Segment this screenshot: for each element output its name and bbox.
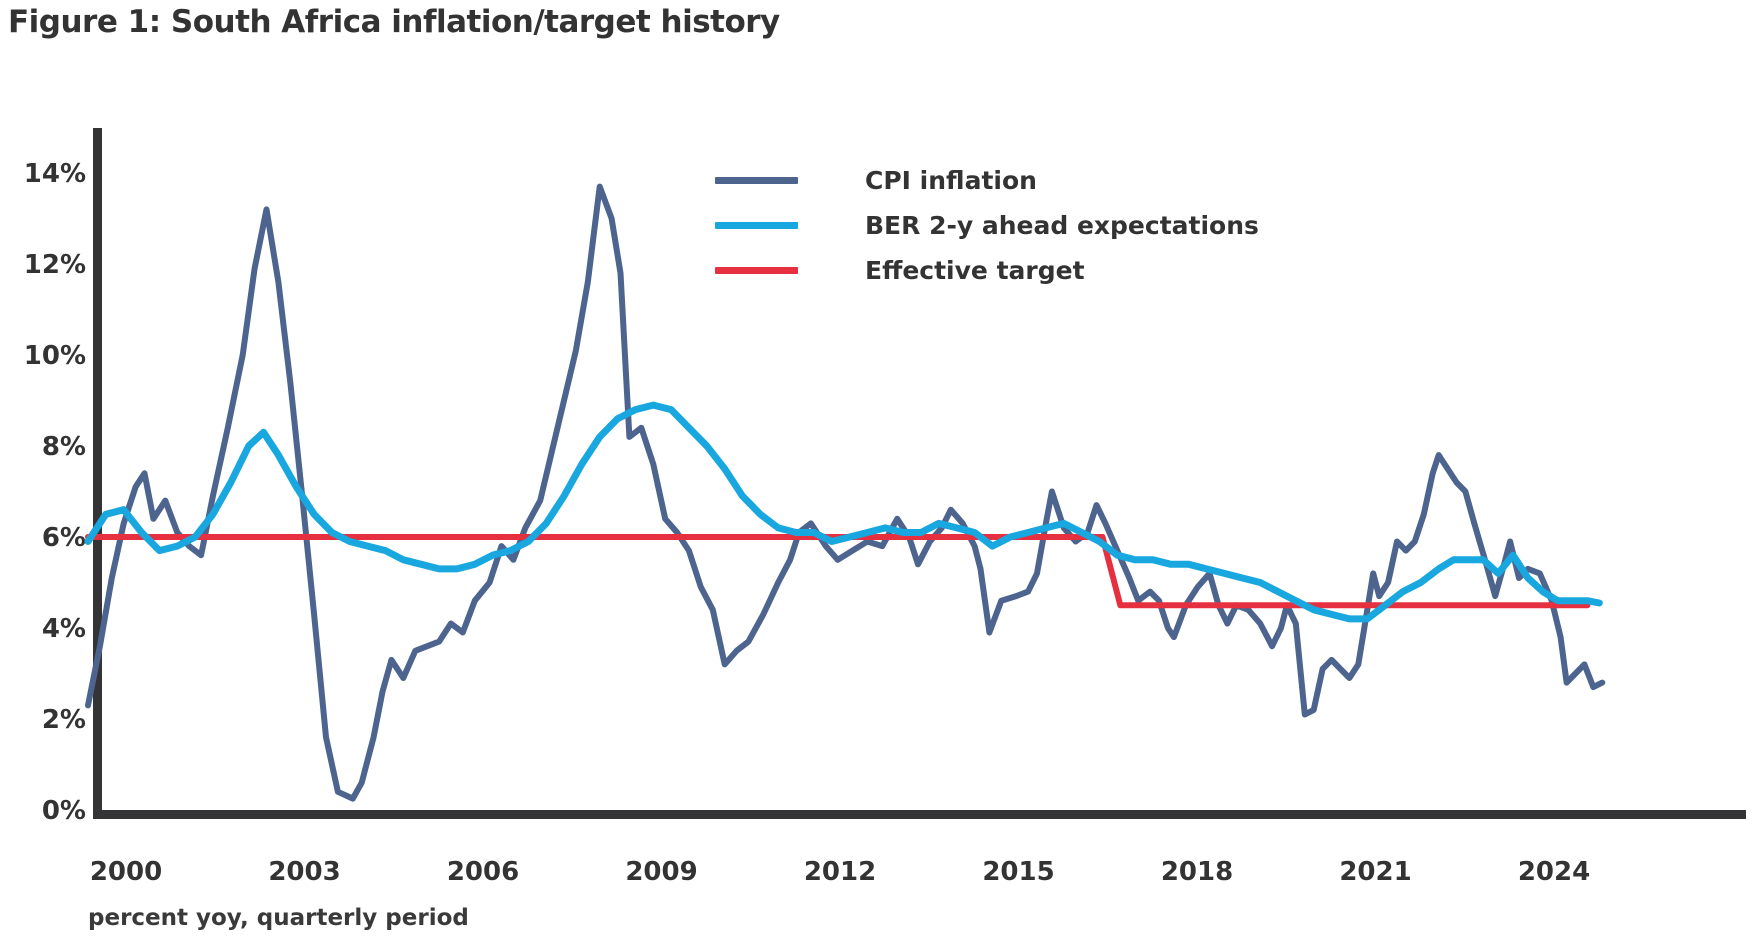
y-axis-label: 10% <box>24 341 86 371</box>
y-axis-labels: 14% 12% 10% 8% 6% 4% 2% 0% <box>24 159 86 826</box>
x-axis-labels: 2000 2003 2006 2009 2012 2015 2018 2021 2024 <box>90 857 1590 887</box>
chart-footnote: percent yoy, quarterly period <box>88 905 469 931</box>
x-axis-label: 2018 <box>1161 857 1233 887</box>
ber-expectations-line <box>84 401 1603 623</box>
y-axis-label: 12% <box>24 250 86 280</box>
x-axis-spine <box>93 810 1746 819</box>
legend-item-ber-expectations: BER 2-y ahead expectations <box>715 203 1259 248</box>
target-line-swatch-icon <box>715 267 798 274</box>
effective-target-line <box>85 534 1591 609</box>
x-axis-label: 2015 <box>982 857 1054 887</box>
chart-title: Figure 1: South Africa inflation/target … <box>8 4 780 40</box>
x-axis-label: 2006 <box>447 857 519 887</box>
y-axis-label: 0% <box>42 796 86 826</box>
x-axis-label: 2021 <box>1339 857 1411 887</box>
y-axis-label: 4% <box>42 614 86 644</box>
x-axis-label: 2012 <box>804 857 876 887</box>
y-axis-label: 8% <box>42 432 86 462</box>
data-lines <box>84 183 1606 802</box>
axes <box>93 128 1746 819</box>
y-axis-label: 2% <box>42 705 86 735</box>
x-axis-label: 2003 <box>268 857 340 887</box>
cpi-line-swatch-icon <box>715 177 798 184</box>
x-axis-label: 2024 <box>1518 857 1590 887</box>
legend-item-effective-target: Effective target <box>715 248 1259 293</box>
legend-label: Effective target <box>865 256 1085 285</box>
x-axis-label: 2009 <box>625 857 697 887</box>
expectations-line-swatch-icon <box>715 222 798 229</box>
y-axis-spine <box>93 128 102 819</box>
chart-legend: CPI inflation BER 2-y ahead expectations… <box>715 158 1259 293</box>
y-axis-label: 6% <box>42 523 86 553</box>
legend-item-cpi-inflation: CPI inflation <box>715 158 1259 203</box>
y-axis-label: 14% <box>24 159 86 189</box>
x-axis-label: 2000 <box>90 857 162 887</box>
legend-label: BER 2-y ahead expectations <box>865 211 1259 240</box>
legend-label: CPI inflation <box>865 166 1037 195</box>
